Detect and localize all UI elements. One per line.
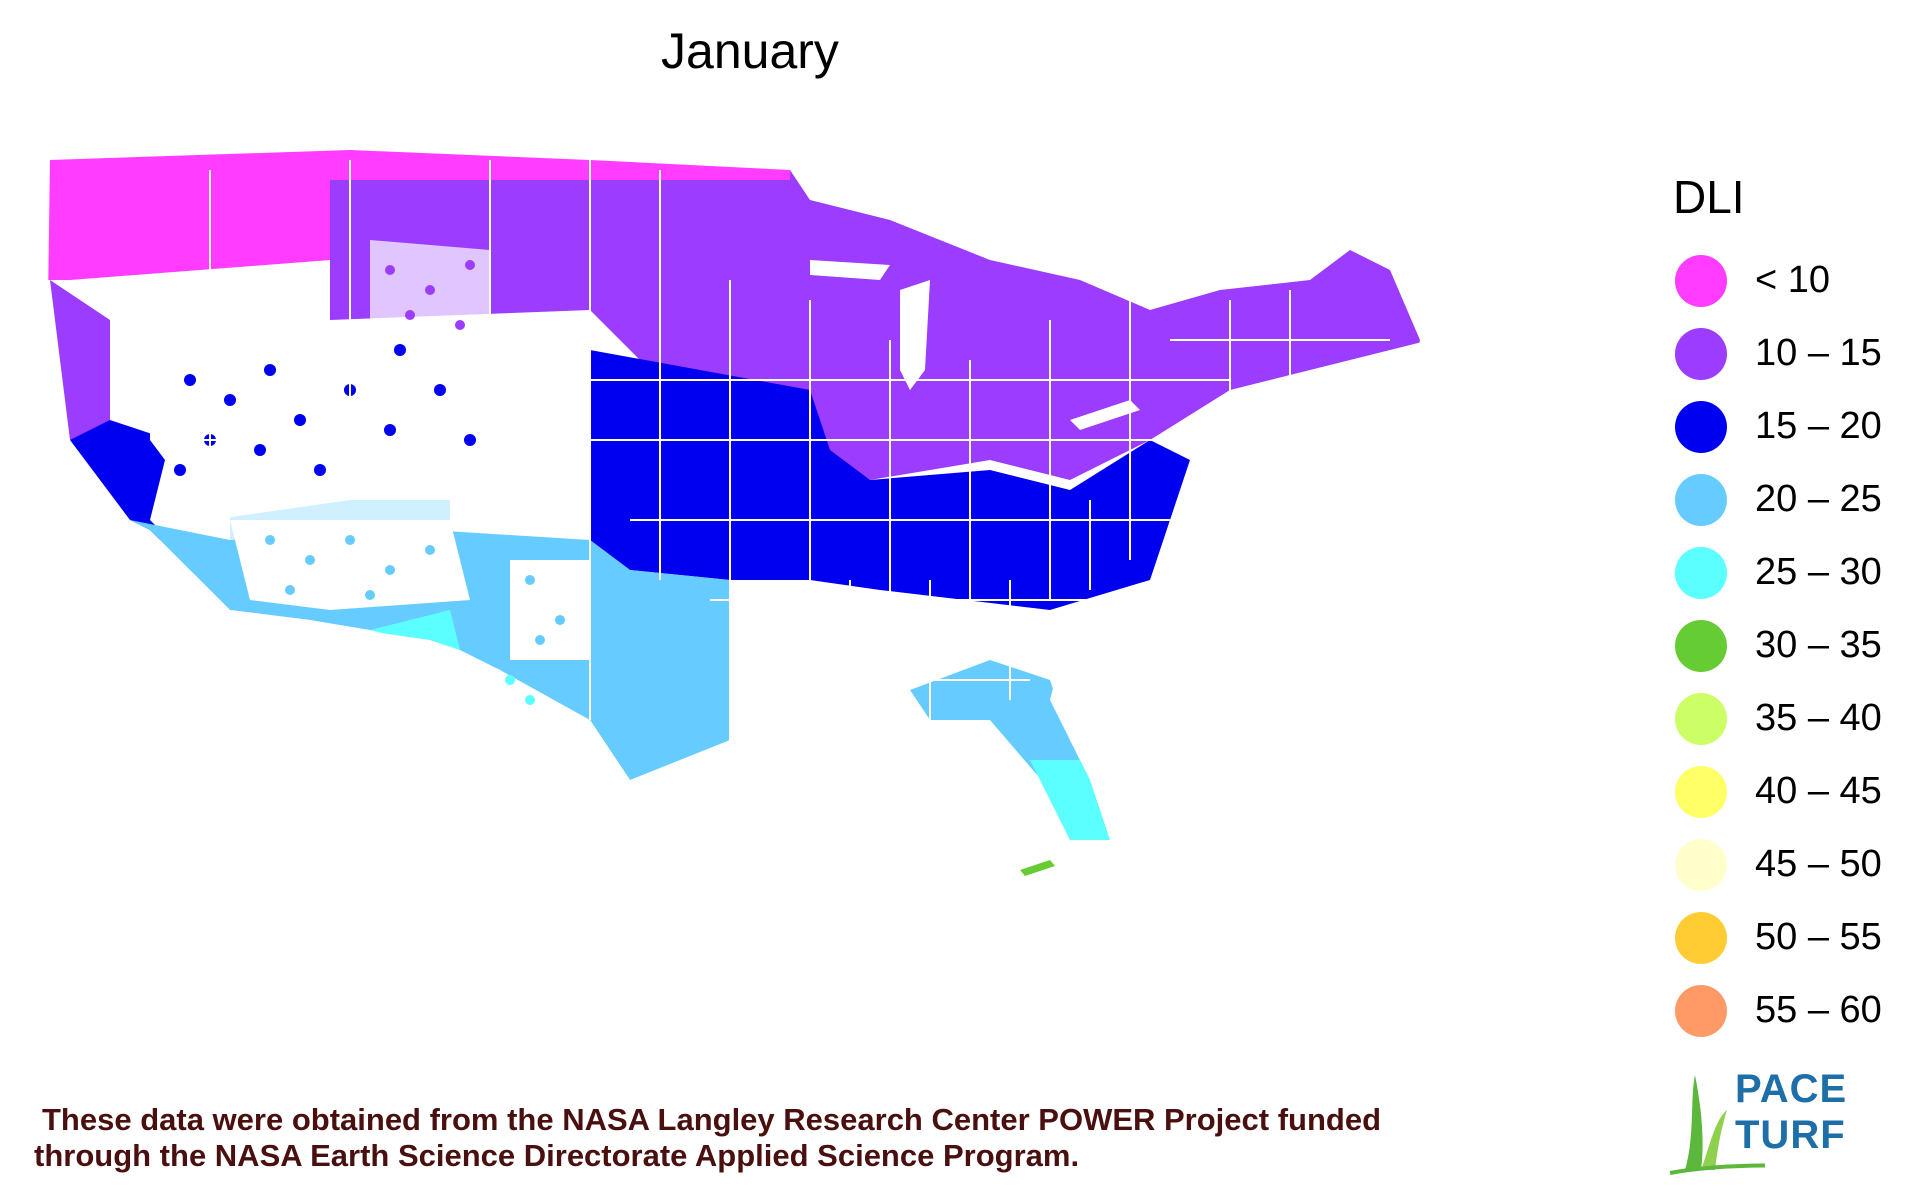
grass-icon	[1669, 1075, 1765, 1175]
legend-item: 30 – 35	[1665, 609, 1905, 682]
legend-label: 45 – 50	[1755, 843, 1882, 885]
legend-item: 20 – 25	[1665, 463, 1905, 536]
legend-swatch	[1675, 838, 1727, 891]
legend-swatch	[1675, 619, 1727, 672]
legend-title: DLI	[1673, 171, 1745, 223]
legend-swatch	[1675, 984, 1727, 1037]
map-title: January	[661, 23, 839, 79]
legend-label: 50 – 55	[1755, 916, 1882, 958]
legend-label: < 10	[1755, 259, 1831, 301]
legend-item: 35 – 40	[1665, 682, 1905, 755]
legend-label: 55 – 60	[1755, 989, 1882, 1031]
legend-label: 40 – 45	[1755, 770, 1882, 812]
legend-item: 40 – 45	[1665, 755, 1905, 828]
footnote-line-2: through the NASA Earth Science Directora…	[34, 1138, 1080, 1173]
legend-item: 45 – 50	[1665, 828, 1905, 901]
legend-label: 20 – 25	[1755, 478, 1882, 520]
legend-swatch	[1675, 765, 1727, 818]
legend-label: 15 – 20	[1755, 405, 1882, 447]
logo-line-1: PACE	[1735, 1067, 1848, 1111]
legend-item: 15 – 20	[1665, 390, 1905, 463]
data-source-note: These data were obtained from the NASA L…	[34, 1102, 1534, 1174]
legend: DLI < 10 10 – 15 15 – 20 20 – 25 25 – 30 30 –…	[1665, 170, 1905, 1047]
logo-line-2: TURF	[1735, 1113, 1846, 1157]
legend-label: 10 – 15	[1755, 332, 1882, 374]
legend-item: 55 – 60	[1665, 974, 1905, 1047]
legend-swatch	[1675, 473, 1727, 526]
dli-map	[48, 150, 1420, 880]
legend-swatch	[1675, 546, 1727, 599]
legend-label: 30 – 35	[1755, 624, 1882, 666]
footnote-line-1: These data were obtained from the NASA L…	[42, 1102, 1382, 1137]
paceturf-logo: PACE TURF	[1665, 1055, 1895, 1175]
legend-swatch	[1675, 327, 1727, 380]
legend-item: < 10	[1665, 244, 1905, 317]
legend-swatch	[1675, 400, 1727, 453]
legend-item: 10 – 15	[1665, 317, 1905, 390]
legend-swatch	[1675, 254, 1727, 307]
legend-item: 50 – 55	[1665, 901, 1905, 974]
legend-label: 35 – 40	[1755, 697, 1882, 739]
legend-swatch	[1675, 692, 1727, 745]
legend-item: 25 – 30	[1665, 536, 1905, 609]
legend-swatch	[1675, 911, 1727, 964]
legend-label: 25 – 30	[1755, 551, 1882, 593]
